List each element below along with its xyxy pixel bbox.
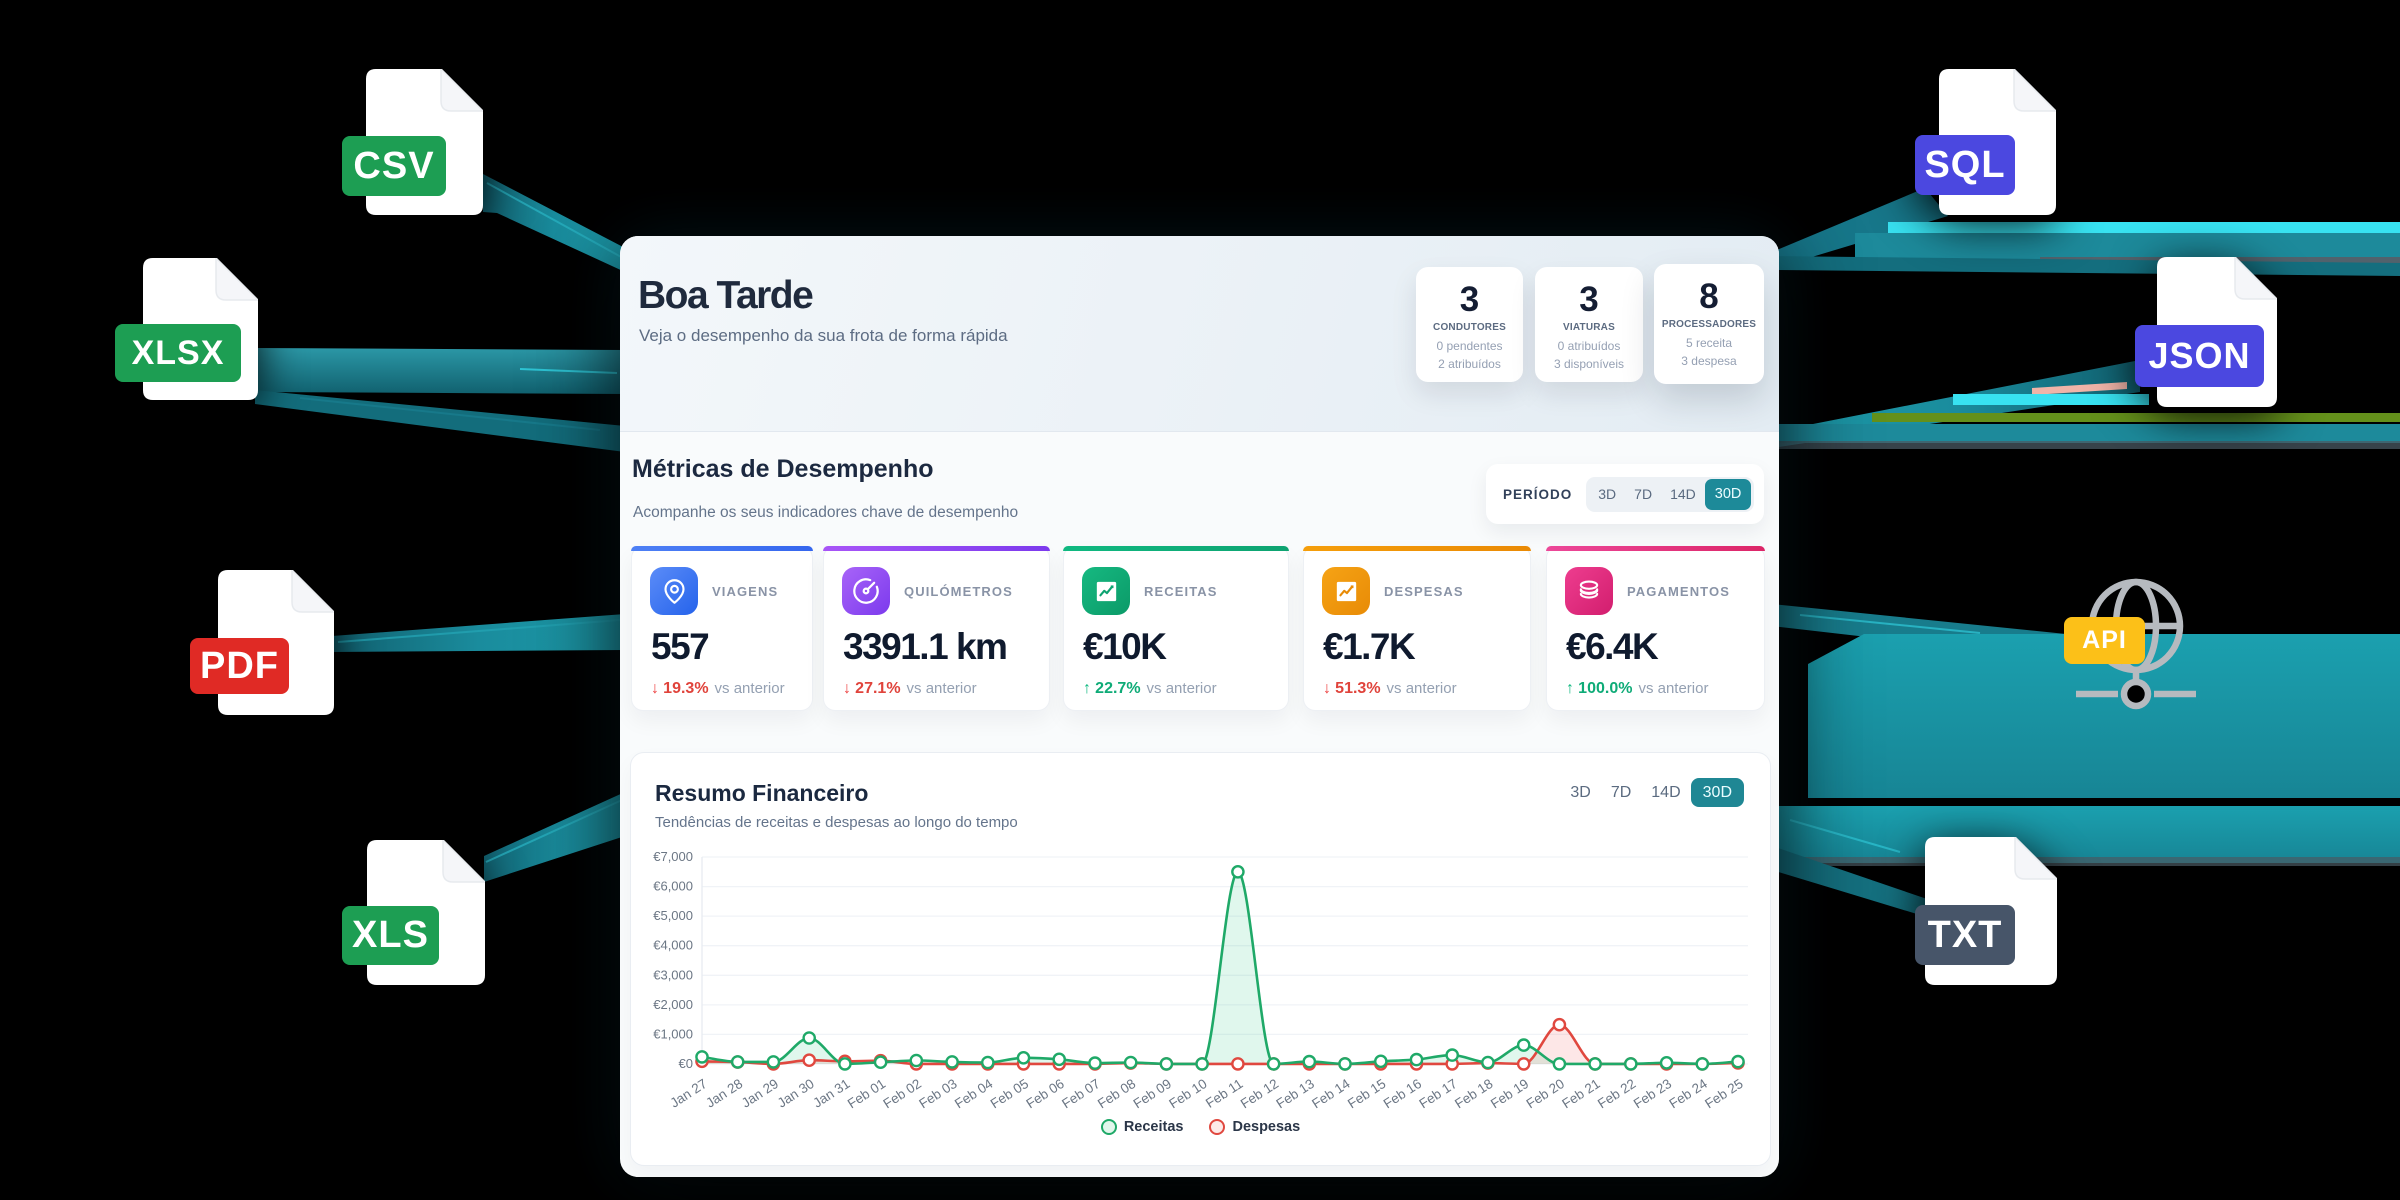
svg-text:€0: €0 — [679, 1056, 693, 1071]
svg-text:Feb 23: Feb 23 — [1631, 1076, 1674, 1111]
svg-text:Feb 10: Feb 10 — [1166, 1076, 1209, 1111]
svg-text:Feb 11: Feb 11 — [1203, 1076, 1246, 1111]
svg-text:Feb 19: Feb 19 — [1488, 1076, 1531, 1111]
svg-text:€6,000: €6,000 — [653, 879, 693, 894]
svg-text:Feb 18: Feb 18 — [1452, 1076, 1495, 1111]
svg-text:€3,000: €3,000 — [653, 967, 693, 982]
svg-text:Jan 28: Jan 28 — [703, 1076, 745, 1111]
svg-text:Feb 06: Feb 06 — [1023, 1076, 1066, 1111]
svg-text:Feb 08: Feb 08 — [1095, 1076, 1138, 1111]
svg-text:Feb 24: Feb 24 — [1667, 1076, 1711, 1112]
svg-text:Feb 25: Feb 25 — [1702, 1076, 1745, 1111]
svg-text:Feb 05: Feb 05 — [988, 1076, 1031, 1111]
svg-text:Jan 31: Jan 31 — [810, 1076, 852, 1111]
svg-text:Feb 17: Feb 17 — [1416, 1076, 1459, 1111]
svg-text:Feb 15: Feb 15 — [1345, 1076, 1388, 1111]
svg-text:Feb 16: Feb 16 — [1381, 1076, 1424, 1111]
svg-text:Jan 30: Jan 30 — [775, 1076, 817, 1111]
svg-text:Feb 20: Feb 20 — [1524, 1076, 1567, 1111]
svg-text:€4,000: €4,000 — [653, 938, 693, 953]
svg-text:Jan 27: Jan 27 — [667, 1076, 709, 1111]
svg-text:€1,000: €1,000 — [653, 1026, 693, 1041]
svg-text:Feb 22: Feb 22 — [1595, 1076, 1638, 1111]
svg-text:Feb 21: Feb 21 — [1559, 1076, 1602, 1111]
svg-text:Jan 29: Jan 29 — [739, 1076, 781, 1111]
svg-text:Feb 03: Feb 03 — [916, 1076, 959, 1111]
svg-text:Feb 09: Feb 09 — [1131, 1076, 1174, 1111]
svg-text:Feb 14: Feb 14 — [1309, 1076, 1353, 1112]
svg-text:€2,000: €2,000 — [653, 997, 693, 1012]
svg-text:Feb 13: Feb 13 — [1274, 1076, 1317, 1111]
svg-text:Feb 04: Feb 04 — [952, 1076, 996, 1112]
svg-text:Feb 02: Feb 02 — [881, 1076, 924, 1111]
svg-text:Feb 12: Feb 12 — [1238, 1076, 1281, 1111]
svg-text:Feb 07: Feb 07 — [1059, 1076, 1102, 1111]
svg-text:€5,000: €5,000 — [653, 908, 693, 923]
svg-text:€7,000: €7,000 — [653, 849, 693, 864]
svg-text:Feb 01: Feb 01 — [845, 1076, 888, 1111]
